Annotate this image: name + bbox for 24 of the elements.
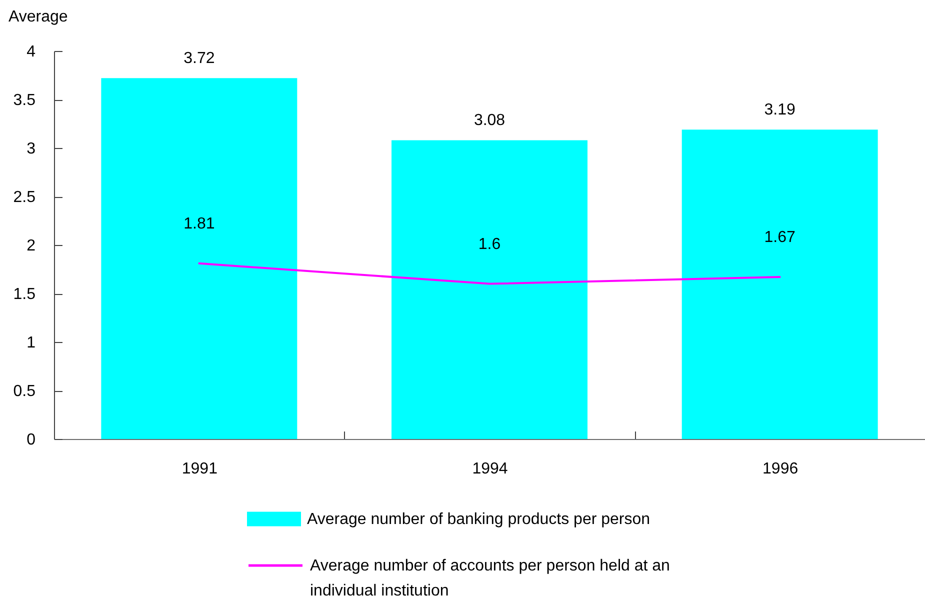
y-tick-label: 1.5 <box>13 286 36 303</box>
y-tick-label: 1 <box>26 334 36 352</box>
y-tick-label: 3.5 <box>13 92 36 109</box>
y-tick-label: 2.5 <box>13 189 36 206</box>
y-tick-label: 0 <box>26 432 36 448</box>
bar <box>392 140 588 439</box>
x-tick-label: 1991 <box>182 460 218 478</box>
data-label: 3.19 <box>764 102 796 119</box>
y-tick-label: 3 <box>26 140 36 158</box>
data-label: 1.67 <box>764 229 796 246</box>
y-tick-label: 4 <box>26 44 36 60</box>
legend-label: Average number of banking products per person <box>307 511 650 528</box>
y-tick-label: 2 <box>26 238 36 254</box>
bar <box>682 130 878 439</box>
data-label: 3.72 <box>184 50 215 68</box>
legend-label: Average number of accounts per person held at an individual institution <box>310 558 670 600</box>
bar <box>101 78 298 439</box>
data-label: 1.81 <box>184 215 215 232</box>
data-label: 3.08 <box>474 112 506 130</box>
data-label: 1.6 <box>478 236 501 253</box>
y-axis-title: Average <box>8 8 68 26</box>
y-tick-label: 0.5 <box>13 383 36 400</box>
x-tick-label: 1996 <box>762 460 798 478</box>
x-tick-label: 1994 <box>472 460 508 478</box>
